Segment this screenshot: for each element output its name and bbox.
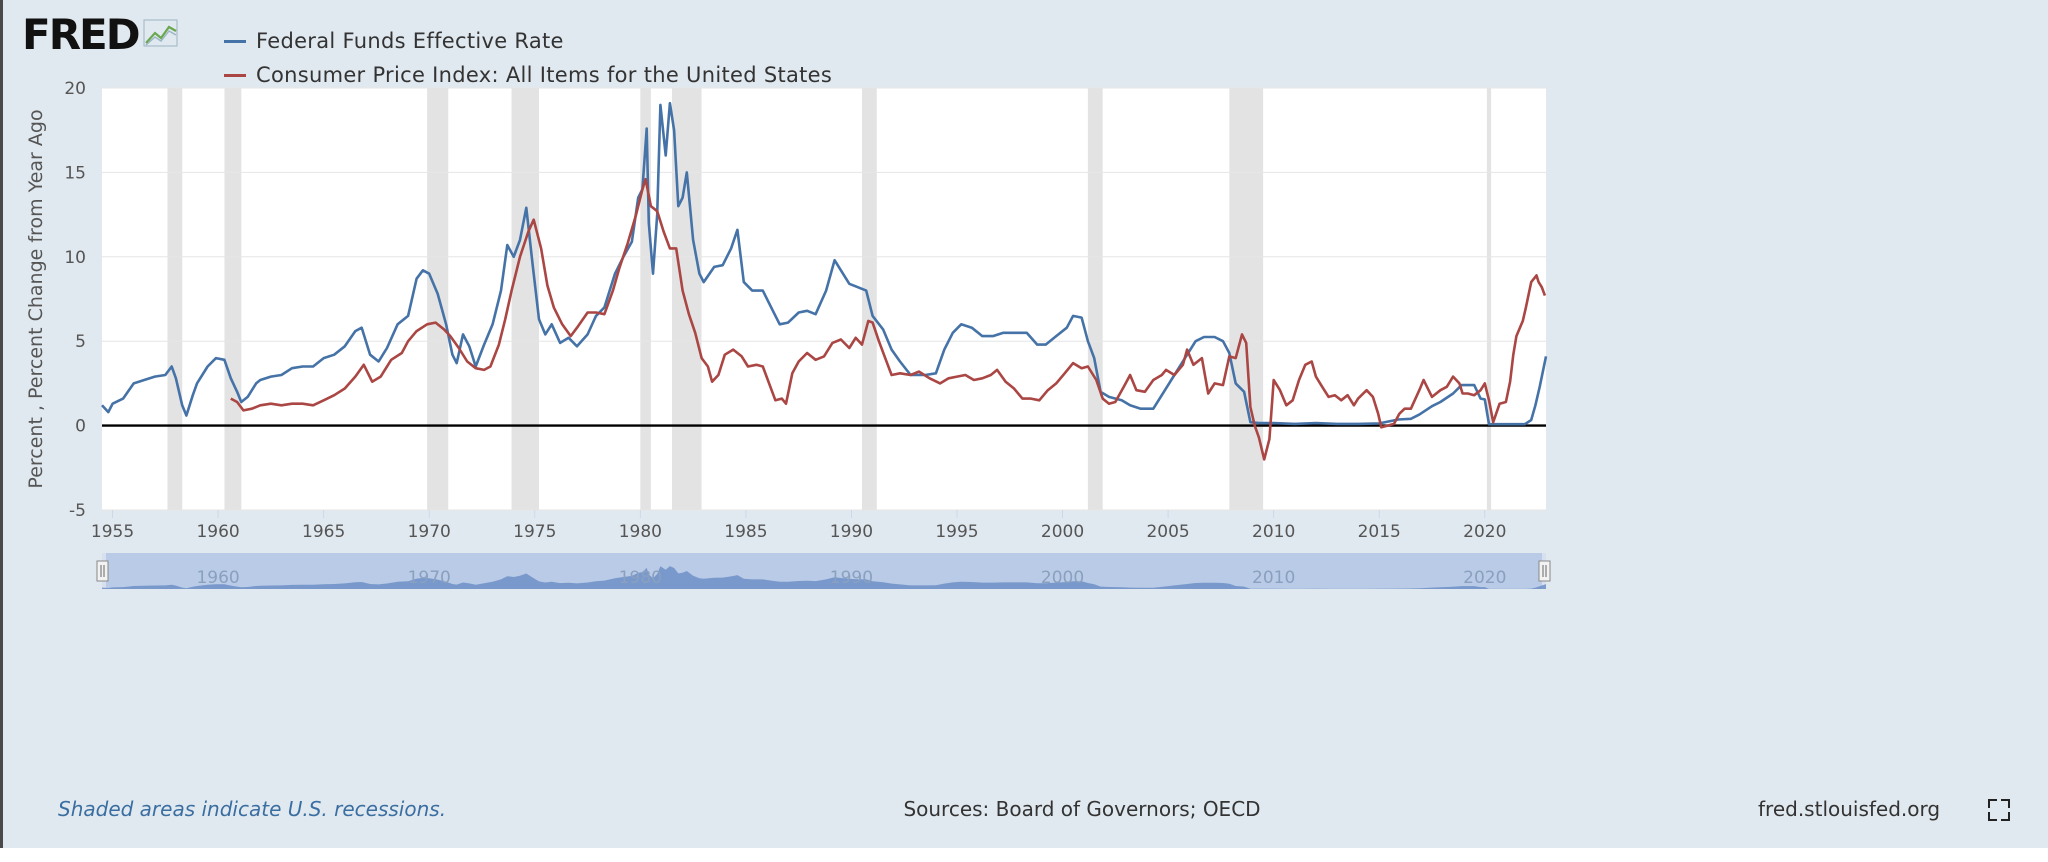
x-tick-label: 1995 xyxy=(935,522,978,542)
recession-band-4 xyxy=(640,88,651,510)
y-tick-label: 15 xyxy=(64,163,86,183)
recession-band-0 xyxy=(167,88,183,510)
y-axis-ticks: -5 0 5 10 15 20 xyxy=(64,79,86,521)
fred-logo[interactable]: FRED xyxy=(22,14,179,56)
range-navigator[interactable]: 1960 1970 1980 1990 2000 2010 2020 xyxy=(0,0,2048,600)
recession-band-9 xyxy=(1486,88,1492,510)
recession-shading xyxy=(167,88,1492,510)
y-tick-label: 0 xyxy=(75,417,86,437)
x-tick-label: 2005 xyxy=(1146,522,1189,542)
navigator-labels: 1960 1970 1980 1990 2000 2010 2020 xyxy=(196,568,1506,588)
x-axis-ticks: 1955 1960 1965 1970 1975 1980 1985 1990 1995 2000… xyxy=(91,510,1506,542)
legend-swatch-fed-funds xyxy=(224,39,246,43)
chart-legend: Federal Funds Effective Rate Consumer Pr… xyxy=(224,24,832,92)
line-graph-icon xyxy=(143,19,178,47)
navigator-handle-left[interactable] xyxy=(96,560,109,582)
x-tick-label: 1965 xyxy=(302,522,345,542)
fred-url-link[interactable]: fred.stlouisfed.org xyxy=(1758,797,1941,821)
legend-item-fed-funds[interactable]: Federal Funds Effective Rate xyxy=(224,24,832,58)
navigator-label: 2010 xyxy=(1252,568,1295,588)
series-line-fed-funds xyxy=(101,101,1548,426)
legend-swatch-cpi xyxy=(224,73,246,77)
x-tick-label: 2015 xyxy=(1358,522,1401,542)
recession-band-7 xyxy=(1087,88,1103,510)
recession-band-3 xyxy=(511,88,539,510)
x-tick-label: 1990 xyxy=(830,522,873,542)
y-axis-label: Percent , Percent Change from Year Ago xyxy=(25,109,47,488)
navigator-label: 2020 xyxy=(1463,568,1506,588)
y-tick-label: 10 xyxy=(64,248,86,268)
x-tick-label: 2020 xyxy=(1463,522,1506,542)
recession-band-8 xyxy=(1229,88,1264,510)
sources-text: Sources: Board of Governors; OECD xyxy=(903,797,1261,821)
x-tick-label: 1960 xyxy=(196,522,239,542)
y-tick-label: 20 xyxy=(64,79,86,99)
navigator-label: 2000 xyxy=(1041,568,1084,588)
plot-area xyxy=(102,88,1546,510)
navigator-label: 1980 xyxy=(619,568,662,588)
fred-logo-text: FRED xyxy=(22,10,141,59)
y-tick-label: 5 xyxy=(75,332,86,352)
legend-item-cpi[interactable]: Consumer Price Index: All Items for the … xyxy=(224,58,832,92)
y-tick-label: -5 xyxy=(69,501,86,521)
x-tick-label: 1955 xyxy=(91,522,134,542)
navigator-label: 1960 xyxy=(196,568,239,588)
navigator-handle-right[interactable] xyxy=(1538,560,1551,582)
chart-series xyxy=(101,101,1548,461)
chart-gridlines xyxy=(102,87,1546,511)
legend-label-fed-funds: Federal Funds Effective Rate xyxy=(256,29,564,53)
legend-label-cpi: Consumer Price Index: All Items for the … xyxy=(256,63,833,87)
x-tick-label: 2010 xyxy=(1252,522,1295,542)
x-tick-label: 1985 xyxy=(724,522,767,542)
navigator-area xyxy=(102,566,1546,589)
x-tick-label: 1970 xyxy=(408,522,451,542)
navigator-label: 1970 xyxy=(408,568,451,588)
x-tick-label: 1975 xyxy=(513,522,556,542)
x-tick-label: 2000 xyxy=(1041,522,1084,542)
recession-band-1 xyxy=(224,88,242,510)
recession-note: Shaded areas indicate U.S. recessions. xyxy=(58,797,447,821)
x-tick-label: 1980 xyxy=(619,522,662,542)
page-bottom-strip xyxy=(0,848,2048,862)
recession-band-2 xyxy=(427,88,449,510)
fullscreen-icon[interactable] xyxy=(1988,799,2010,821)
navigator-label: 1990 xyxy=(830,568,873,588)
series-line-cpi xyxy=(230,177,1547,461)
